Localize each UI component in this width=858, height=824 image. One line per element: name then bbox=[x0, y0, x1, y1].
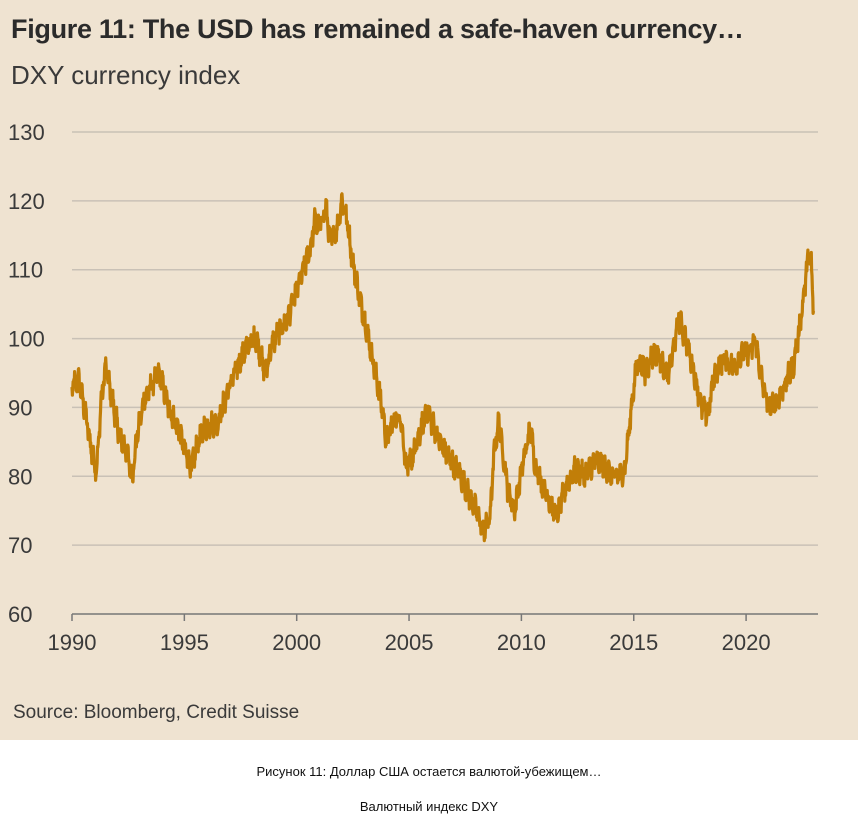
x-tick-label: 1995 bbox=[160, 630, 209, 655]
x-tick-label: 2005 bbox=[385, 630, 434, 655]
y-tick-label: 90 bbox=[8, 395, 32, 420]
caption-line-2: Валютный индекс DXY bbox=[359, 799, 499, 814]
x-tick-label: 2010 bbox=[497, 630, 546, 655]
y-tick-label: 120 bbox=[8, 189, 45, 214]
series-line-dxy bbox=[70, 192, 816, 543]
y-tick-label: 100 bbox=[8, 327, 45, 352]
y-tick-label: 110 bbox=[8, 258, 43, 283]
chart-subtitle: DXY currency index bbox=[11, 60, 241, 90]
gridlines bbox=[72, 131, 818, 546]
chart-title: Figure 11: The USD has remained a safe-h… bbox=[11, 14, 744, 44]
y-axis-ticks: 60 70 80 90 100 110 120 130 bbox=[8, 120, 45, 627]
y-tick-label: 70 bbox=[8, 533, 32, 558]
x-tick-label: 1990 bbox=[48, 630, 97, 655]
source-note: Source: Bloomberg, Credit Suisse bbox=[13, 702, 300, 723]
y-tick-label: 80 bbox=[8, 464, 32, 489]
x-tick-label: 2015 bbox=[609, 630, 658, 655]
line-chart: 60 70 80 90 100 110 120 130 1990 1995 2000 2005 201… bbox=[8, 120, 818, 655]
x-tick-label: 2020 bbox=[722, 630, 771, 655]
caption-line-1: Рисунок 11: Доллар США остается валютой-… bbox=[256, 764, 602, 779]
x-tick-label: 2000 bbox=[272, 630, 321, 655]
y-tick-label: 60 bbox=[8, 602, 32, 627]
x-axis-ticks: 1990 1995 2000 2005 2010 2015 2020 bbox=[48, 614, 771, 655]
y-tick-label: 130 bbox=[8, 120, 45, 145]
series bbox=[70, 192, 816, 543]
